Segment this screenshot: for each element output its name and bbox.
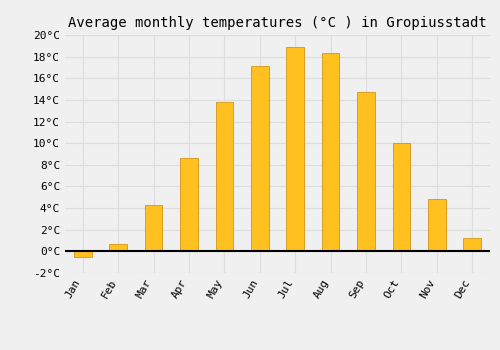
- Bar: [74, 251, 92, 257]
- Bar: [392, 143, 410, 251]
- Title: Average monthly temperatures (°C ) in Gropiusstadt: Average monthly temperatures (°C ) in Gr…: [68, 16, 487, 30]
- Bar: [216, 102, 233, 251]
- Bar: [357, 92, 375, 251]
- Bar: [428, 199, 446, 251]
- Bar: [251, 66, 268, 251]
- Bar: [144, 205, 162, 251]
- Bar: [180, 158, 198, 251]
- Bar: [110, 244, 127, 251]
- Bar: [286, 47, 304, 251]
- Bar: [464, 238, 481, 251]
- Bar: [322, 54, 340, 251]
